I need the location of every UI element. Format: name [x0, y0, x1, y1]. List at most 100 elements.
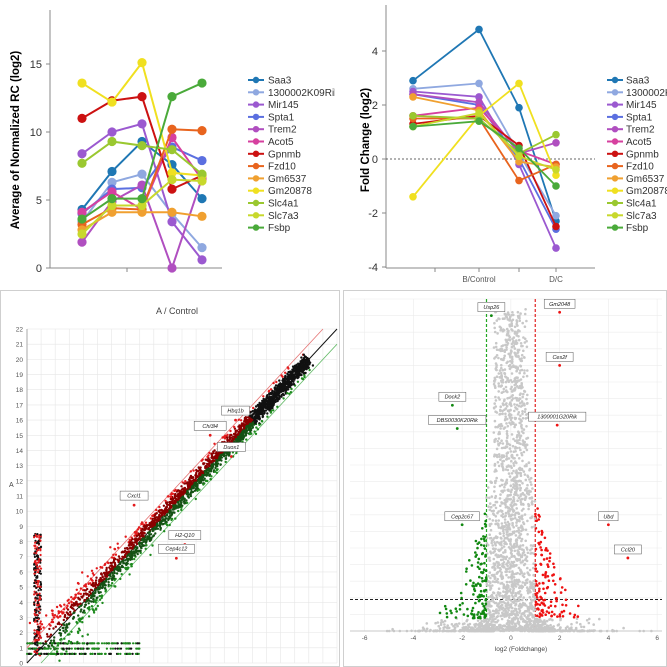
scatter-point — [139, 550, 142, 553]
scatter-point — [105, 642, 108, 645]
volcano-point — [491, 565, 494, 569]
scatter-point — [303, 372, 306, 375]
scatter-point — [57, 642, 61, 645]
scatter-point — [151, 528, 155, 531]
scatter-point — [149, 517, 152, 520]
volcano-point — [501, 442, 505, 445]
scatter-point — [226, 452, 229, 455]
scatter-point — [168, 500, 171, 504]
series-line-gm20878 — [412, 81, 557, 198]
lower-threshold-line — [40, 343, 338, 664]
scatter-point — [225, 436, 229, 439]
scatter-point — [45, 633, 49, 636]
legend-swatch-dot — [611, 187, 619, 194]
scatter-point — [173, 511, 176, 514]
volcano-point — [482, 568, 486, 571]
scatter-point — [35, 563, 38, 566]
legend-label-spta1: Spta1 — [268, 112, 295, 123]
scatter-point — [73, 652, 76, 655]
scatter-point — [224, 457, 228, 461]
scatter-point — [124, 652, 127, 655]
scatter-point — [97, 586, 100, 589]
scatter-point — [95, 576, 98, 579]
scatter-point — [281, 379, 284, 382]
scatter-point — [262, 395, 265, 398]
scatter-point — [292, 380, 295, 383]
volcano-point — [598, 617, 601, 621]
gene-label-duox1: Duox1 — [223, 445, 239, 451]
scatter-point — [119, 569, 122, 573]
scatter-point — [39, 570, 42, 573]
scatter-point — [59, 605, 63, 608]
scatter-point — [114, 647, 117, 650]
scatter-point — [182, 488, 185, 492]
volcano-point — [505, 432, 509, 435]
scatter-point — [38, 629, 41, 632]
scatter-point — [238, 437, 241, 440]
volcano-point — [518, 371, 521, 375]
scatter-point — [40, 623, 44, 626]
scatter-point — [36, 641, 39, 644]
scatter-point — [260, 419, 264, 423]
scatter-point — [90, 605, 94, 608]
scatter-point — [112, 553, 115, 556]
scatter-point — [307, 366, 310, 370]
scatter-point — [34, 550, 37, 553]
scatter-point — [38, 534, 41, 537]
gene-highlight-point — [234, 418, 237, 422]
scatter-point — [257, 405, 261, 408]
scatter-point — [100, 596, 103, 600]
scatter-point — [291, 369, 294, 372]
scatter-point — [261, 408, 264, 412]
y-tick-label: 22 — [16, 327, 24, 334]
scatter-point — [38, 565, 41, 568]
scatter-point — [133, 554, 137, 557]
scatter-point — [214, 463, 217, 466]
data-point-saa3 — [197, 194, 207, 204]
scatter-point — [251, 410, 254, 413]
scatter-point — [229, 433, 232, 437]
scatter-point — [44, 640, 47, 643]
volcano-point — [530, 619, 533, 623]
legend-label-fzd10: Fzd10 — [268, 162, 296, 173]
scatter-point — [203, 477, 206, 480]
scatter-point — [73, 611, 76, 614]
volcano-point — [529, 496, 532, 500]
scatter-point — [273, 390, 276, 393]
scatter-point — [216, 452, 219, 455]
scatter-point — [37, 589, 40, 592]
volcano-point — [525, 345, 529, 349]
scatter-point — [82, 592, 86, 595]
volcano-point — [535, 519, 538, 523]
volcano-point — [502, 528, 505, 531]
scatter-point — [195, 468, 198, 472]
scatter-point — [34, 653, 37, 656]
volcano-point — [501, 412, 504, 415]
volcano-point — [555, 599, 558, 603]
volcano-point — [502, 532, 505, 535]
scatter-point — [77, 603, 81, 606]
scatter-point — [100, 573, 103, 576]
volcano-point — [500, 483, 504, 487]
scatter-point — [92, 585, 95, 588]
scatter-point — [158, 505, 161, 509]
volcano-point — [525, 339, 528, 343]
scatter-point — [173, 493, 177, 496]
scatter-point — [42, 626, 45, 629]
scatter-point — [26, 652, 29, 655]
y-tick-label: -2 — [368, 208, 378, 220]
scatter-point — [253, 430, 256, 433]
volcano-point — [438, 611, 442, 615]
scatter-point — [122, 562, 125, 565]
scatter-point — [137, 652, 140, 655]
volcano-point — [492, 612, 496, 616]
volcano-point — [505, 440, 509, 444]
y-tick-label: 6 — [19, 569, 23, 576]
data-point-slc7a3 — [475, 109, 483, 117]
scatter-point — [87, 582, 90, 586]
volcano-point — [541, 573, 545, 577]
scatter-point — [33, 632, 37, 636]
chart-volcano: -6 -4 -2 0 2 4 6 Usp26Gm2048Ces2fDock2DBS0030K… — [350, 298, 662, 653]
scatter-point — [166, 503, 169, 506]
scatter-point — [282, 397, 285, 400]
